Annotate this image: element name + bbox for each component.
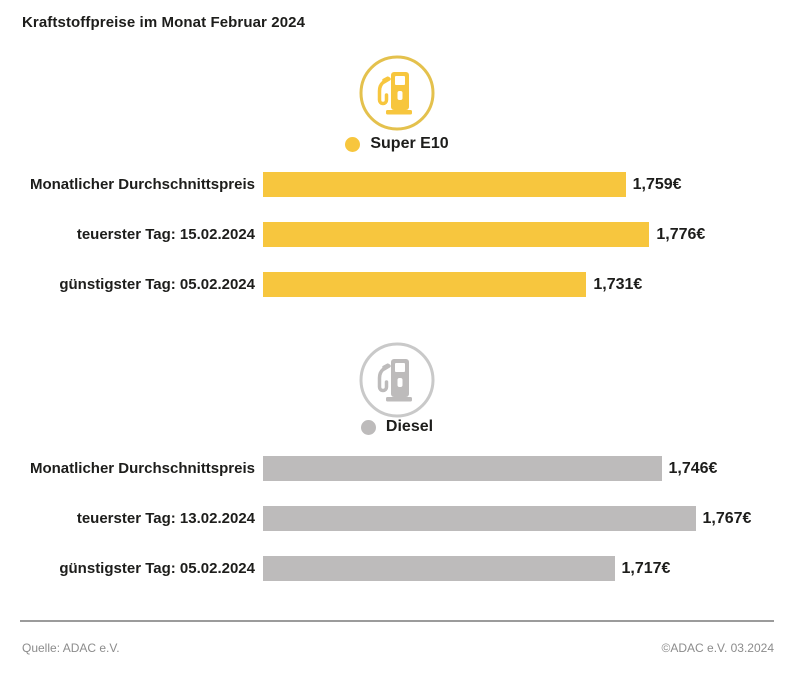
bar-super-average [263,172,626,197]
legend-label: Super E10 [370,135,449,152]
legend-dot [345,136,361,152]
bar-row: teuerster Tag: 15.02.2024 1,776€ [0,222,794,247]
bar-row-label: teuerster Tag: 13.02.2024 [76,510,255,527]
fuel-pump-icon [358,341,436,419]
bar-row: günstigster Tag: 05.02.2024 1,731€ [0,272,794,297]
bar-row-label: teuerster Tag: 15.02.2024 [76,226,255,243]
bar-row-label: günstigster Tag: 05.02.2024 [59,560,255,577]
bar-row-label: Monatlicher Durchschnittspreis [29,176,255,193]
bar-row: Monatlicher Durchschnittspreis 1,759€ [0,172,794,197]
bar-row: günstigster Tag: 05.02.2024 1,717€ [0,556,794,581]
bar-row: Monatlicher Durchschnittspreis 1,746€ [0,456,794,481]
bar-value: 1,731€ [593,275,643,293]
bar-row-label: Monatlicher Durchschnittspreis [29,460,255,477]
bar-diesel-max [263,506,696,531]
footer-source: Quelle: ADAC e.V. [22,641,120,655]
footer-copyright: ©ADAC e.V. 03.2024 [661,641,774,655]
bar-value: 1,776€ [656,225,706,243]
bar-value: 1,767€ [702,509,752,527]
bar-value: 1,717€ [621,559,671,577]
legend-super-e10: Super E10 [0,135,794,153]
bar-super-max [263,222,650,247]
legend-dot [360,419,376,435]
page-title: Kraftstoffpreise im Monat Februar 2024 [22,14,306,31]
bar-diesel-min [263,556,615,581]
fuel-pump-icon [358,54,436,132]
bar-row: teuerster Tag: 13.02.2024 1,767€ [0,506,794,531]
legend-diesel: Diesel [0,418,794,436]
bar-value: 1,746€ [668,459,718,477]
legend-label: Diesel [385,418,434,435]
footer-divider [20,620,774,622]
bar-diesel-average [263,456,662,481]
bar-value: 1,759€ [632,175,682,193]
bar-super-min [263,272,587,297]
bar-row-label: günstigster Tag: 05.02.2024 [59,276,255,293]
